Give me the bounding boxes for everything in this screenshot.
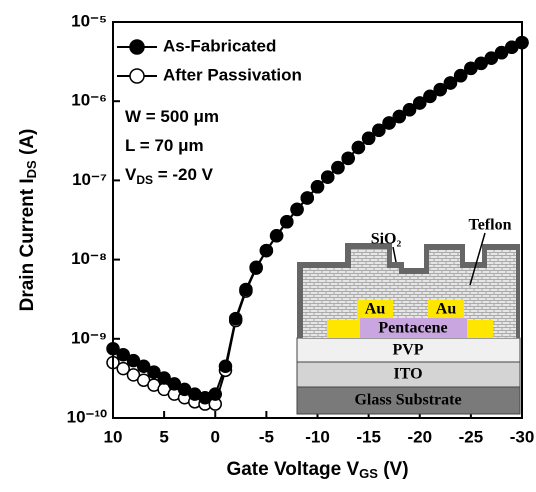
data-point	[322, 171, 334, 183]
annotation: W = 500 μm	[125, 107, 219, 126]
x-tick-label: -30	[510, 427, 535, 446]
data-point	[250, 261, 262, 273]
label-part: DS	[24, 160, 39, 178]
data-point	[240, 283, 252, 295]
label-part: L = 70 μm	[125, 136, 204, 155]
data-point	[209, 388, 221, 400]
label-part: GS	[359, 466, 378, 481]
x-axis-label: Gate Voltage VGS (V)	[226, 459, 408, 481]
data-point	[281, 216, 293, 228]
inset-label: Au	[365, 301, 386, 318]
y-tick-label: 10⁻⁶	[71, 91, 107, 110]
legend-label: After Passivation	[163, 65, 302, 84]
data-point	[291, 203, 303, 215]
annotation: VDS = -20 V	[125, 165, 214, 187]
inset-label: SiO₂	[371, 231, 402, 248]
inset-label: PVP	[392, 342, 423, 359]
data-point	[219, 360, 231, 372]
x-tick-label: -15	[356, 427, 381, 446]
data-point	[455, 70, 467, 82]
data-point	[444, 77, 456, 89]
legend-marker	[130, 40, 144, 54]
legend-label: As-Fabricated	[163, 36, 276, 55]
annotation: L = 70 μm	[125, 136, 204, 155]
x-tick-label: -25	[459, 427, 484, 446]
y-tick-label: 10⁻⁵	[71, 11, 107, 30]
y-tick-label: 10⁻⁷	[72, 170, 107, 189]
label-part: Drain Current I	[17, 178, 38, 311]
x-tick-label: -10	[305, 427, 330, 446]
device-inset: SiO₂ Teflon Au Au Pentacene PVP ITO Glas…	[297, 217, 520, 414]
x-tick-label: 0	[211, 427, 220, 446]
data-point	[312, 181, 324, 193]
label-part: W = 500 μm	[125, 107, 219, 126]
label-part: (V)	[378, 459, 409, 480]
inset-label: Au	[436, 301, 457, 318]
data-point	[301, 192, 313, 204]
y-axis-label: Drain Current IDS (A)	[17, 129, 39, 312]
label-part: = -20 V	[153, 165, 214, 184]
x-tick-label: 10	[104, 427, 123, 446]
x-tick-label: -20	[407, 427, 432, 446]
inset-label: Teflon	[469, 217, 512, 234]
y-tick-label: 10⁻⁹	[71, 328, 107, 347]
label-part: V	[125, 165, 137, 184]
y-tick-label: 10⁻¹⁰	[67, 407, 108, 426]
inset-label: ITO	[393, 366, 422, 383]
label-part: Gate Voltage V	[226, 459, 359, 480]
x-tick-label: -5	[259, 427, 274, 446]
inset-label: Glass Substrate	[354, 392, 461, 409]
data-point	[230, 313, 242, 325]
legend-marker	[130, 69, 144, 83]
data-point	[352, 142, 364, 154]
data-point	[271, 230, 283, 242]
data-point	[332, 162, 344, 174]
data-point	[363, 132, 375, 144]
label-part: (A)	[17, 129, 38, 161]
inset-label: Pentacene	[378, 320, 447, 337]
chart: 10 5 0 -5 -10 -15 -20 -25 -30 10⁻¹⁰ 10⁻⁹ 10⁻⁸ 10⁻⁷ 10…	[0, 0, 536, 492]
label-part: DS	[136, 173, 153, 187]
x-tick-label: 5	[159, 427, 168, 446]
data-point	[342, 152, 354, 164]
data-point	[260, 245, 272, 257]
y-tick-label: 10⁻⁸	[71, 249, 107, 268]
